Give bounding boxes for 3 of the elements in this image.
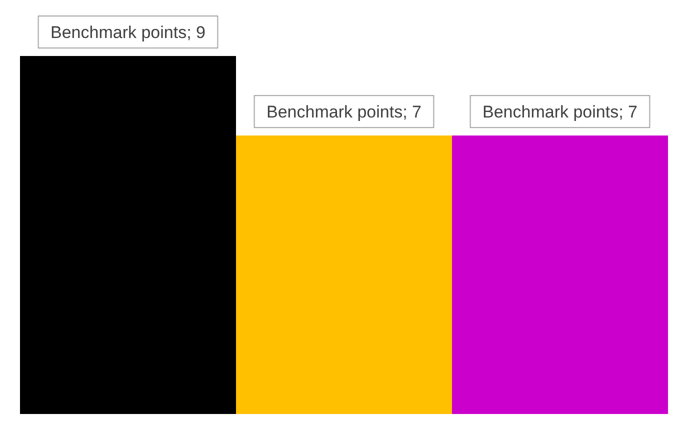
data-label: Benchmark points; 9	[50, 23, 206, 42]
data-label: Benchmark points; 7	[482, 102, 638, 122]
data-label: Benchmark points; 7	[266, 102, 422, 122]
